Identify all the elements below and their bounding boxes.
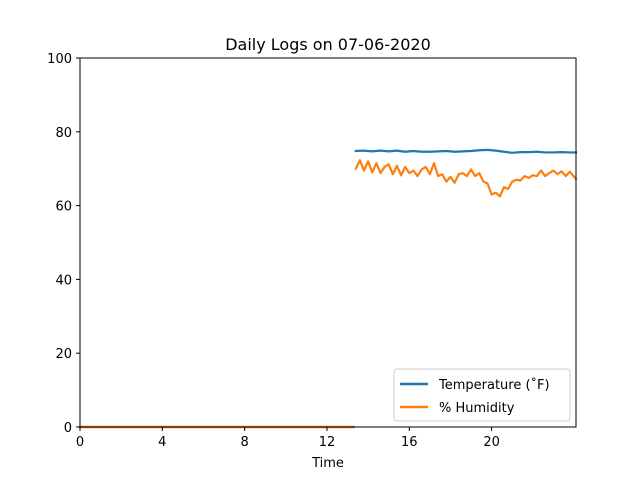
y-tick-label: 20 [55,347,72,362]
x-tick-label: 4 [158,435,166,450]
y-tick-label: 80 [55,126,72,141]
legend-label-humidity: % Humidity [439,401,515,416]
x-tick-label: 16 [401,435,418,450]
x-tick-label: 0 [76,435,84,450]
series-line-0-segment-1 [354,148,578,154]
x-tick-label: 20 [483,435,500,450]
y-axis: 0 20 40 60 80 100 [47,52,80,436]
series-line-1-segment-1 [354,159,578,198]
x-tick-label: 8 [241,435,249,450]
y-tick-label: 40 [55,273,72,288]
y-tick-label: 60 [55,200,72,215]
x-axis-label: Time [311,456,344,471]
plot-area [80,58,576,427]
chart-title: Daily Logs on 07-06-2020 [225,35,431,54]
y-tick-label: 100 [47,52,72,67]
legend: Temperature (˚F) % Humidity [393,368,571,422]
legend-label-temperature: Temperature (˚F) [438,377,550,393]
x-tick-label: 12 [319,435,336,450]
x-axis: 0 4 8 12 16 20 [76,427,500,450]
legend-box [393,368,571,422]
plot-frame [79,57,577,428]
y-tick-label: 0 [64,421,72,436]
